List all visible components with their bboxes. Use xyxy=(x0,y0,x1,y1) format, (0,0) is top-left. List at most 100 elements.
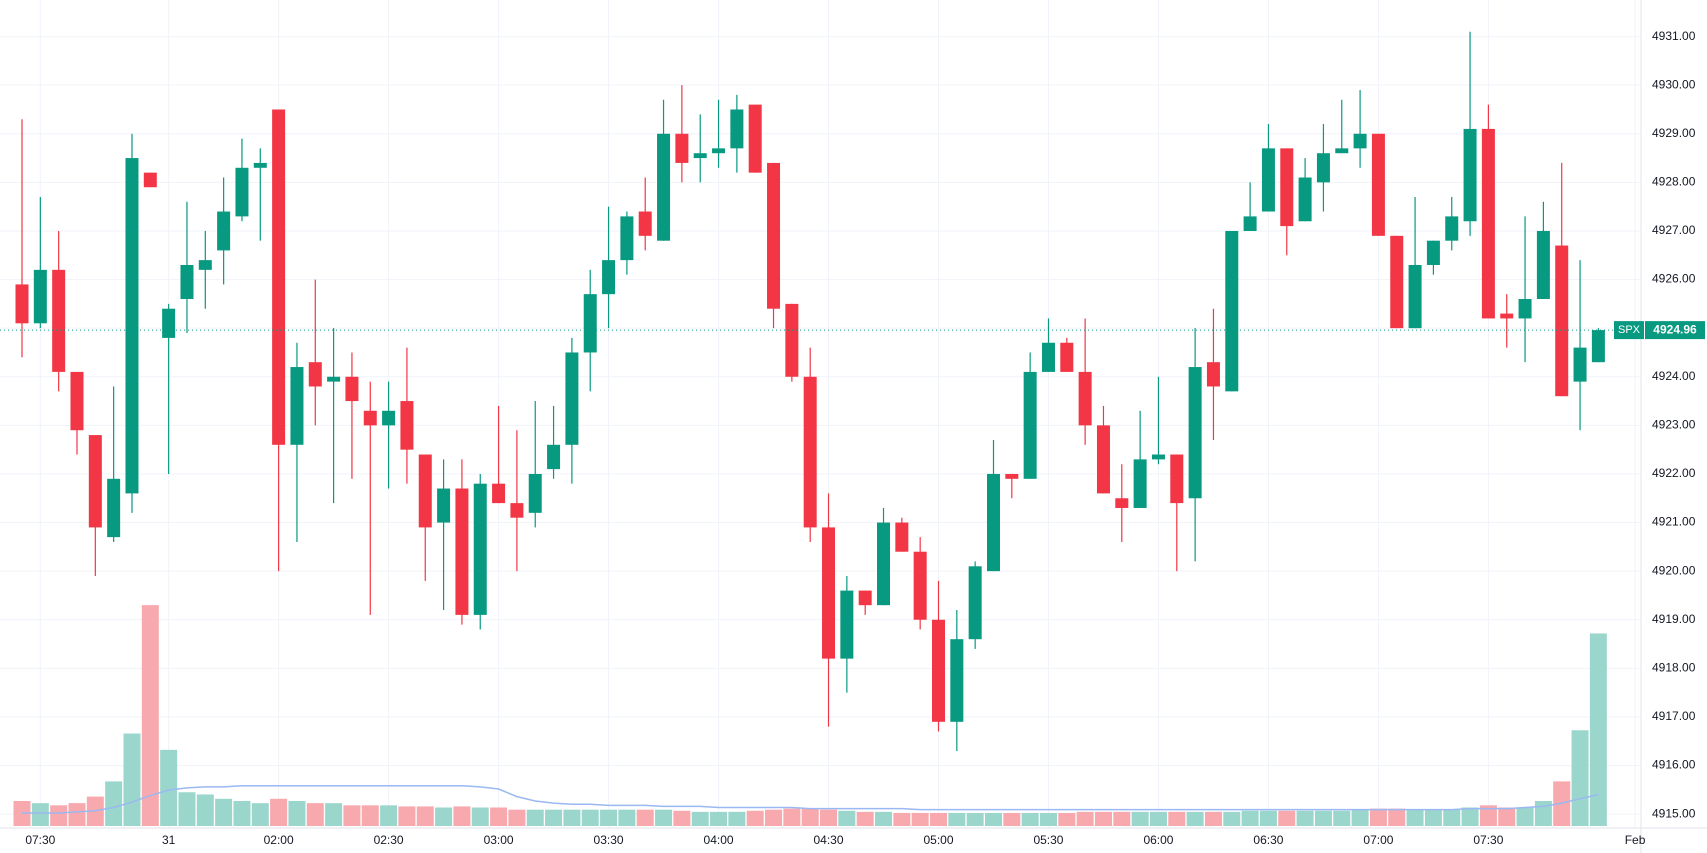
y-tick-label: 4916.00 xyxy=(1652,758,1696,772)
candle-body xyxy=(1445,216,1459,241)
candle-body xyxy=(583,294,597,353)
y-tick-label: 4917.00 xyxy=(1652,709,1696,723)
candle-body xyxy=(950,639,964,722)
candle-body xyxy=(675,133,689,163)
x-tick-label: 31 xyxy=(162,833,176,847)
volume-bar xyxy=(801,808,819,826)
x-tick-label: 04:00 xyxy=(704,833,734,847)
volume-bar xyxy=(765,809,783,826)
candle-body xyxy=(88,435,102,528)
y-tick-label: 4926.00 xyxy=(1652,272,1696,286)
candle-body xyxy=(1353,133,1367,149)
price-badge xyxy=(1645,321,1705,340)
volume-bar xyxy=(178,792,196,826)
volume-bar xyxy=(141,605,159,826)
volume-bar xyxy=(325,803,343,826)
candle-body xyxy=(308,362,322,387)
volume-bar xyxy=(783,808,801,826)
x-tick-label: 07:30 xyxy=(25,833,55,847)
volume-bar xyxy=(875,811,893,826)
y-tick-label: 4918.00 xyxy=(1652,661,1696,675)
candles xyxy=(0,31,1641,751)
volume-bar xyxy=(600,809,618,826)
candle-body xyxy=(528,473,542,513)
candle-body xyxy=(510,503,524,518)
candle-body xyxy=(547,444,561,470)
volume-bar xyxy=(1369,808,1387,826)
x-tick-label: 06:00 xyxy=(1143,833,1173,847)
symbol-badge xyxy=(1614,321,1644,340)
volume-bar xyxy=(1443,809,1461,826)
volume-bar xyxy=(490,807,508,826)
candle-body xyxy=(638,211,652,236)
volume-bar xyxy=(1241,810,1259,826)
volume-bar xyxy=(68,803,86,826)
candle-body xyxy=(565,352,579,445)
volume-bar xyxy=(838,810,856,826)
volume-bar xyxy=(966,812,984,826)
x-tick-label: 05:30 xyxy=(1033,833,1063,847)
candle-body xyxy=(1225,230,1239,392)
volume-bar xyxy=(1076,811,1094,826)
volume-bar xyxy=(893,812,911,826)
volume-bar xyxy=(673,810,691,826)
candle-body xyxy=(143,172,157,188)
y-tick-label: 4919.00 xyxy=(1652,612,1696,626)
x-tick-label: 05:00 xyxy=(923,833,953,847)
candle-body xyxy=(895,522,909,552)
volume-bar xyxy=(618,809,636,826)
candle-body xyxy=(1463,128,1477,222)
y-tick-label: 4922.00 xyxy=(1652,466,1696,480)
volume-bar xyxy=(251,803,269,826)
candle-body xyxy=(473,483,487,615)
volume-bar xyxy=(1259,810,1277,826)
candle-body xyxy=(253,162,267,168)
volume-bar xyxy=(50,805,68,826)
volume-bar xyxy=(1058,812,1076,826)
candle-body xyxy=(1005,473,1019,479)
volume-bar xyxy=(545,809,563,826)
volume-bar xyxy=(306,803,324,826)
volume-bar xyxy=(1021,812,1039,826)
volume-ma-line xyxy=(22,784,1599,814)
candle-body xyxy=(1261,148,1275,212)
candle-body xyxy=(986,473,1000,572)
candle-body xyxy=(327,376,341,382)
x-tick-label: Feb xyxy=(1625,833,1646,847)
candle-body xyxy=(1481,128,1495,319)
y-tick-label: 4927.00 xyxy=(1652,223,1696,237)
symbol-label: SPX xyxy=(1618,324,1641,336)
candle-body xyxy=(858,590,872,606)
volume-bar xyxy=(1589,633,1607,826)
volume-bar xyxy=(1406,809,1424,826)
y-tick-label: 4930.00 xyxy=(1652,77,1696,91)
candle-body xyxy=(1151,454,1165,460)
candle-body xyxy=(730,109,744,149)
candle-body xyxy=(602,260,616,295)
volume-bar xyxy=(1039,812,1057,826)
candle-body xyxy=(162,308,176,338)
candle-body xyxy=(803,376,817,528)
y-tick-label: 4921.00 xyxy=(1652,515,1696,529)
candle-body xyxy=(1573,347,1587,382)
volume-bar xyxy=(1186,811,1204,826)
candle-body xyxy=(1078,371,1092,426)
volume-bar xyxy=(508,809,526,826)
volume-bar xyxy=(31,803,49,826)
volume-bar xyxy=(398,806,416,826)
volume-bar xyxy=(1479,805,1497,826)
candle-body xyxy=(363,410,377,426)
volume-bar xyxy=(270,798,288,826)
volume-bar xyxy=(1223,811,1241,826)
volume-bar xyxy=(1278,810,1296,826)
volume-bar xyxy=(123,733,141,826)
volume-bar xyxy=(1168,811,1186,826)
candle-body xyxy=(1133,459,1147,508)
volume-bar xyxy=(1003,812,1021,826)
volume-bar xyxy=(215,798,233,826)
x-tick-label: 02:30 xyxy=(374,833,404,847)
candle-body xyxy=(1408,264,1422,329)
volume-bar xyxy=(435,807,453,826)
